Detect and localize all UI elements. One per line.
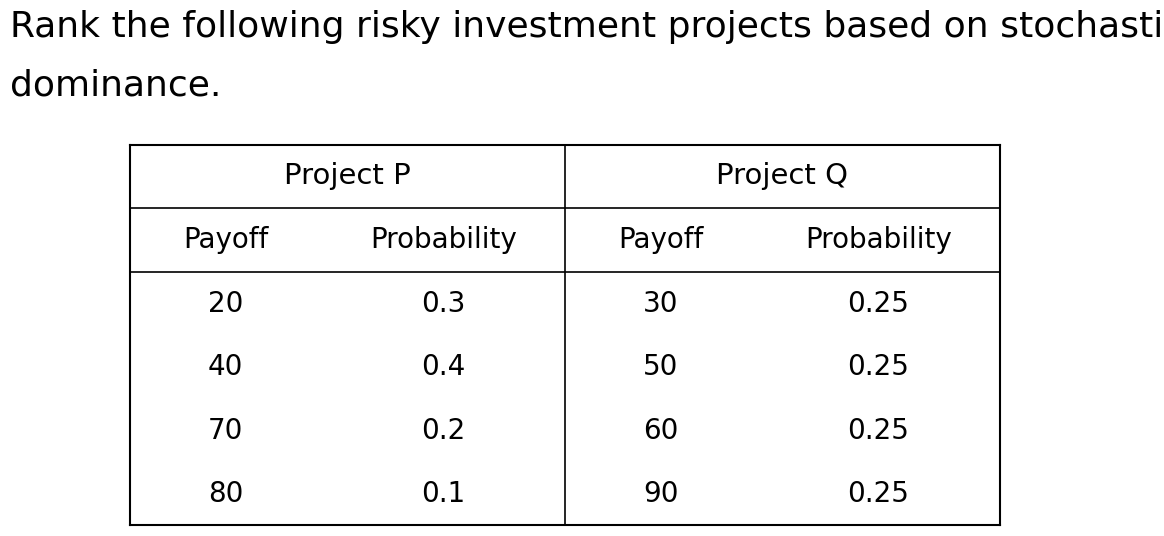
Text: Project P: Project P	[284, 162, 411, 190]
Text: 40: 40	[208, 353, 243, 381]
Text: Project Q: Project Q	[717, 162, 849, 190]
Text: 70: 70	[208, 416, 243, 444]
Text: 50: 50	[643, 353, 679, 381]
Text: 90: 90	[643, 480, 679, 508]
Text: 0.25: 0.25	[847, 416, 909, 444]
Text: 30: 30	[643, 290, 679, 318]
Text: 20: 20	[208, 290, 243, 318]
Text: 0.25: 0.25	[847, 290, 909, 318]
Text: 0.25: 0.25	[847, 480, 909, 508]
Text: 80: 80	[208, 480, 243, 508]
Text: Payoff: Payoff	[618, 226, 703, 254]
Text: 60: 60	[643, 416, 679, 444]
Text: dominance.: dominance.	[10, 68, 221, 102]
Text: 0.4: 0.4	[421, 353, 466, 381]
Text: 0.3: 0.3	[421, 290, 466, 318]
Text: 0.2: 0.2	[421, 416, 466, 444]
Text: 0.1: 0.1	[421, 480, 466, 508]
Text: 0.25: 0.25	[847, 353, 909, 381]
Text: Probability: Probability	[804, 226, 952, 254]
Text: Probability: Probability	[370, 226, 517, 254]
Text: Payoff: Payoff	[183, 226, 269, 254]
Text: Rank the following risky investment projects based on stochastic: Rank the following risky investment proj…	[10, 10, 1164, 44]
